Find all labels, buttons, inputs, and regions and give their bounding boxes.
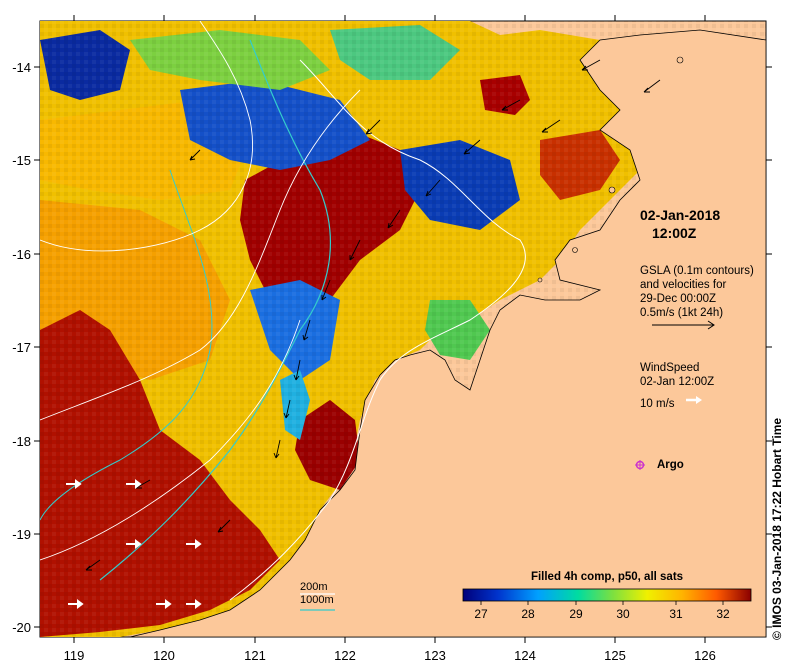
lat-tick-label: -20 (12, 620, 31, 635)
colorbar-tick-label: 30 (616, 607, 630, 621)
lon-tick-label: 119 (64, 648, 85, 663)
date-title: 02-Jan-2018 12:00Z (640, 206, 720, 242)
date-title-line2: 12:00Z (652, 225, 697, 241)
lon-tick-label: 122 (334, 648, 356, 663)
colorbar-tick-label: 29 (569, 607, 583, 621)
gsla-line: 0.5m/s (1kt 24h) (640, 307, 724, 319)
gsla-contour (40, 89, 361, 421)
gsla-line: GSLA (0.1m contours) (640, 265, 754, 277)
lat-tick-label: -14 (12, 60, 31, 75)
wind-line: WindSpeed (640, 362, 700, 374)
colorbar-tick-label: 28 (521, 607, 535, 621)
lon-tick-label: 124 (514, 648, 536, 663)
date-title-line1: 02-Jan-2018 (640, 207, 721, 223)
depth-contour-200m (229, 59, 526, 601)
lon-tick-label: 125 (604, 648, 626, 663)
argo-label: Argo (657, 459, 684, 471)
gsla-description: GSLA (0.1m contours) and velocities for … (640, 264, 754, 320)
lon-tick-label: 123 (424, 648, 446, 663)
colorbar-tick-label: 31 (669, 607, 683, 621)
velocity-arrows (85, 59, 661, 571)
lat-tick-label: -16 (12, 247, 31, 262)
colorbar-ticks (480, 601, 724, 605)
colorbar-tick-labels: 27 28 29 30 31 32 (474, 607, 730, 621)
land-mass (129, 29, 766, 637)
gsla-line: and velocities for (640, 279, 727, 291)
depth-contour-1000m (99, 39, 331, 581)
lon-ticks (73, 15, 706, 643)
lat-tick-label: -17 (12, 340, 31, 355)
lon-tick-labels: 119 120 121 122 123 124 125 126 (64, 648, 716, 663)
lat-tick-labels: -14 -15 -16 -17 -18 -19 -20 (12, 60, 31, 635)
colorbar (462, 588, 752, 602)
wind-line: 10 m/s (640, 398, 675, 410)
colorbar-tick-label: 32 (716, 607, 730, 621)
gsla-contour (40, 319, 301, 561)
wind-line: 02-Jan 12:00Z (640, 376, 715, 388)
colorbar-title: Filled 4h comp, p50, all sats (530, 571, 684, 583)
depth-legend-200m: 200m (300, 581, 328, 593)
lon-tick-label: 120 (153, 648, 175, 663)
lat-tick-label: -19 (12, 527, 31, 542)
depth-legend: 200m 1000m (300, 581, 334, 607)
credit-text: © IMOS 03-Jan-2018 17:22 Hobart Time (770, 417, 784, 640)
lat-tick-label: -18 (12, 434, 31, 449)
lat-tick-label: -15 (12, 153, 31, 168)
lon-tick-label: 121 (244, 648, 266, 663)
velocity-scale-arrow (652, 320, 715, 330)
depth-legend-1000m: 1000m (300, 594, 334, 606)
colorbar-tick-label: 27 (474, 607, 488, 621)
gsla-line: 29-Dec 00:00Z (640, 293, 717, 305)
wind-arrows (66, 479, 202, 609)
argo-marker-icon (635, 460, 645, 470)
wind-scale-arrow (686, 396, 702, 404)
lon-tick-label: 126 (694, 648, 716, 663)
gsla-contour (40, 21, 253, 252)
wind-description: WindSpeed 02-Jan 12:00Z 10 m/s (640, 361, 714, 411)
lat-ticks (34, 66, 772, 628)
